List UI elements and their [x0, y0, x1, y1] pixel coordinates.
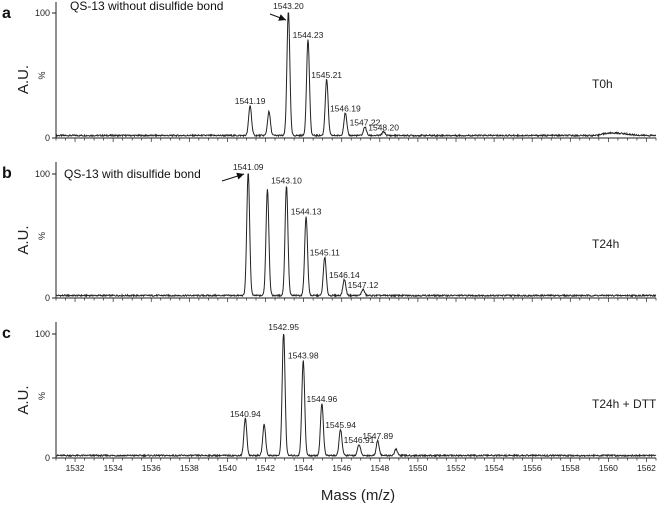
peak-label: 1545.11 — [310, 248, 340, 258]
x-tick-label: 1540 — [218, 463, 237, 473]
x-tick-label: 1556 — [523, 463, 542, 473]
annotation-label: QS-13 without disulfide bond — [70, 0, 223, 13]
x-tick-label: 1548 — [370, 463, 389, 473]
peak-label: 1544.23 — [293, 30, 324, 40]
y-axis-percent-label: % — [37, 232, 47, 240]
y-tick-label: 0 — [45, 293, 50, 303]
peak-label: 1541.09 — [233, 162, 264, 172]
peak-label: 1546.19 — [330, 104, 361, 114]
peak-label: 1547.22 — [350, 117, 381, 127]
x-tick-label: 1546 — [332, 463, 351, 473]
peak-label: 1540.94 — [230, 409, 261, 419]
condition-label: T24h + DTT — [592, 397, 657, 411]
x-tick-label: 1560 — [599, 463, 618, 473]
spectrum-trace — [55, 12, 657, 138]
spectra-panels: 0 100% A.U. a T0h 1541.19 1543.20 1544.23 1545.2… — [2, 0, 657, 473]
peak-label: 1545.94 — [325, 420, 356, 430]
x-axis-title: Mass (m/z) — [321, 487, 395, 504]
spectrum-trace — [55, 333, 657, 458]
y-tick-label: 100 — [35, 8, 50, 18]
annotation-arrowhead — [278, 14, 286, 21]
peak-label: 1546.91 — [344, 435, 375, 445]
peak-label: 1543.10 — [271, 176, 302, 186]
peak-label: 1541.19 — [235, 96, 266, 106]
peak-label: 1546.14 — [329, 270, 360, 280]
peak-label: 1547.12 — [348, 280, 379, 290]
x-tick-label: 1534 — [104, 463, 123, 473]
x-tick-label: 1542 — [256, 463, 275, 473]
peak-label: 1542.95 — [268, 322, 299, 332]
spectrum-panel-a: 0 100% A.U. a T0h 1541.19 1543.20 1544.23 1545.2… — [2, 0, 657, 143]
y-axis-percent-label: % — [37, 392, 47, 400]
x-tick-label: 1532 — [66, 463, 85, 473]
panel-letter: c — [2, 325, 11, 342]
y-tick-label: 100 — [35, 169, 50, 179]
x-tick-label: 1552 — [447, 463, 466, 473]
annotation-arrowhead — [236, 172, 244, 180]
panel-letter: b — [2, 165, 12, 182]
panel-letter: a — [2, 5, 11, 22]
y-tick-label: 0 — [45, 453, 50, 463]
x-tick-label: 1554 — [485, 463, 504, 473]
spectrum-panel-b: 0 100% A.U. b T24h 1541.09 1543.10 1544.13 1545.… — [2, 162, 657, 303]
y-tick-label: 0 — [45, 133, 50, 143]
annotation-label: QS-13 with disulfide bond — [64, 167, 201, 181]
peak-label: 1543.98 — [288, 351, 319, 361]
peak-label: 1544.96 — [307, 394, 338, 404]
y-axis-title: A.U. — [15, 225, 32, 254]
x-tick-label: 1544 — [294, 463, 313, 473]
y-axis-percent-label: % — [37, 71, 47, 79]
spectrum-panel-c: 0 100% A.U. c T24h + DTT 1532 1534 1536 1538 1540… — [2, 322, 657, 473]
peak-label: 1544.13 — [291, 207, 322, 217]
peak-label: 1547.89 — [362, 431, 393, 441]
spectrum-trace — [55, 173, 657, 298]
y-axis-title: A.U. — [15, 65, 32, 94]
y-tick-label: 100 — [35, 329, 50, 339]
condition-label: T0h — [592, 77, 613, 91]
condition-label: T24h — [592, 237, 619, 251]
x-tick-label: 1558 — [561, 463, 580, 473]
x-tick-label: 1550 — [408, 463, 427, 473]
y-axis-title: A.U. — [15, 385, 32, 414]
peak-label: 1543.20 — [273, 1, 304, 11]
peak-label: 1548.20 — [368, 122, 399, 132]
x-tick-label: 1536 — [142, 463, 161, 473]
x-tick-label: 1538 — [180, 463, 199, 473]
peak-label: 1545.21 — [311, 70, 342, 80]
x-tick-label: 1562 — [637, 463, 656, 473]
